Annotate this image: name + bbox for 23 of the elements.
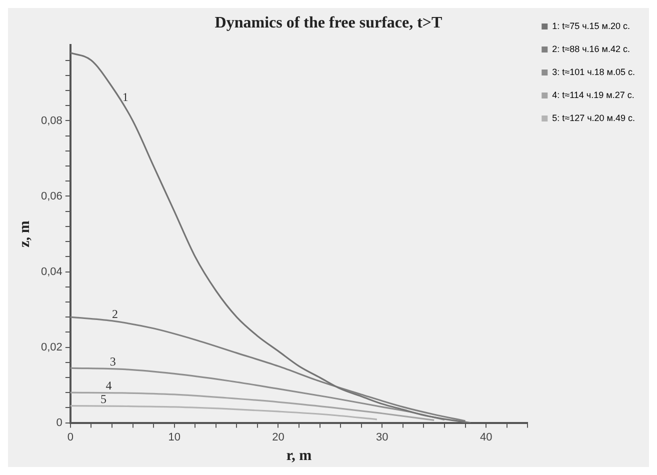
annotation: 4 [106,378,112,393]
y-axis-title: z, m [16,220,33,248]
x-tick-label: 0 [67,431,74,444]
annotation: 3 [110,354,116,369]
x-axis-title: r, m [286,448,312,464]
annotation: 2 [112,307,118,322]
y-tick-label: 0,06 [40,190,62,202]
legend-label: 3: t≈101 ч.18 м.05 с. [552,66,636,77]
legend-label: 1: t≈75 ч.15 м.20 с. [552,20,630,31]
x-tick-label: 30 [376,431,388,444]
legend-label: 5: t≈127 ч.20 м.49 с. [552,112,636,123]
y-tick-label: 0,04 [40,266,62,278]
chart-title: Dynamics of the free surface, t>T [214,14,443,32]
legend-label: 4: t≈114 ч.19 м.27 с. [552,90,634,100]
legend-label: 2: t≈88 ч.16 м.42 с. [552,44,630,54]
annotation: 1 [122,90,128,104]
annotation: 5 [100,392,107,406]
x-tick-label: 40 [480,431,492,444]
y-tick-label: 0,08 [40,114,62,127]
x-tick-label: 20 [272,431,284,444]
x-tick-label: 10 [168,431,180,444]
y-tick-label: 0,02 [40,341,62,354]
y-tick-label: 0 [56,416,62,429]
